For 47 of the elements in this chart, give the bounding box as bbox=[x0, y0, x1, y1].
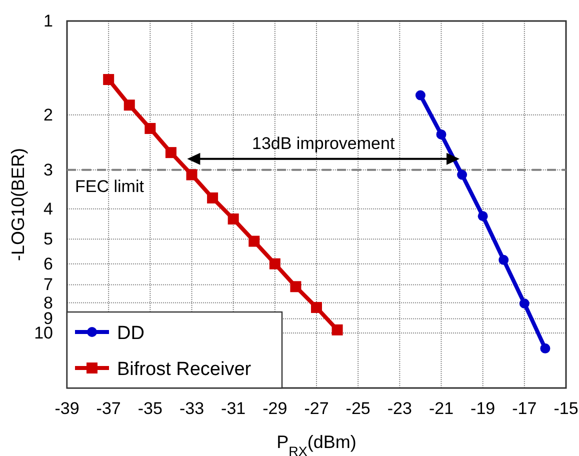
x-tick-label: -27 bbox=[304, 399, 329, 418]
point bbox=[165, 147, 176, 158]
x-axis-title: P$_{RX}$(dBm) bbox=[276, 432, 356, 456]
x-tick-label: -15 bbox=[554, 399, 578, 418]
ref-line-label: FEC limit bbox=[75, 176, 144, 196]
point bbox=[498, 254, 509, 265]
y-tick-label: 2 bbox=[44, 105, 53, 124]
point bbox=[207, 192, 218, 204]
point bbox=[124, 100, 135, 111]
point bbox=[415, 90, 426, 100]
point bbox=[248, 236, 260, 247]
y-tick-label: 4 bbox=[44, 199, 53, 218]
x-tick-label: -31 bbox=[221, 399, 246, 418]
point bbox=[290, 281, 302, 292]
point bbox=[186, 169, 198, 180]
x-tick-label: -29 bbox=[262, 399, 288, 418]
point bbox=[269, 258, 280, 270]
point bbox=[311, 302, 322, 313]
point bbox=[519, 298, 530, 308]
y-tick-label: 8 bbox=[44, 293, 53, 312]
y-tick-label: 1 bbox=[44, 11, 53, 30]
point bbox=[144, 122, 156, 134]
y-axis-title: -LOG10(BER) bbox=[8, 148, 28, 262]
point bbox=[457, 170, 468, 180]
x-tick-label: -23 bbox=[387, 399, 412, 418]
x-tick-label: -17 bbox=[512, 399, 537, 418]
x-tick-label: -39 bbox=[54, 399, 80, 418]
x-tick-label: -19 bbox=[470, 399, 496, 418]
y-tick-label: 6 bbox=[44, 254, 53, 274]
x-tick-label: -21 bbox=[428, 399, 454, 418]
annotation: 13dB improvement bbox=[252, 134, 395, 153]
x-tick-label: -33 bbox=[179, 399, 204, 418]
point bbox=[332, 324, 343, 336]
legend-label: DD bbox=[117, 323, 144, 344]
point bbox=[103, 74, 114, 86]
y-tick-label: 7 bbox=[44, 275, 53, 294]
y-tick-label: 3 bbox=[44, 160, 53, 180]
point bbox=[436, 129, 446, 140]
x-tick-label: -37 bbox=[96, 399, 121, 418]
y-tick-label: 10 bbox=[34, 323, 53, 342]
x-tick-label: -35 bbox=[138, 399, 162, 418]
point bbox=[228, 213, 239, 224]
y-tick-label: 5 bbox=[44, 230, 53, 249]
x-tick-label: -25 bbox=[346, 399, 370, 418]
point bbox=[478, 211, 488, 222]
legend-label: Bifrost Receiver bbox=[117, 359, 252, 380]
point bbox=[540, 343, 550, 354]
